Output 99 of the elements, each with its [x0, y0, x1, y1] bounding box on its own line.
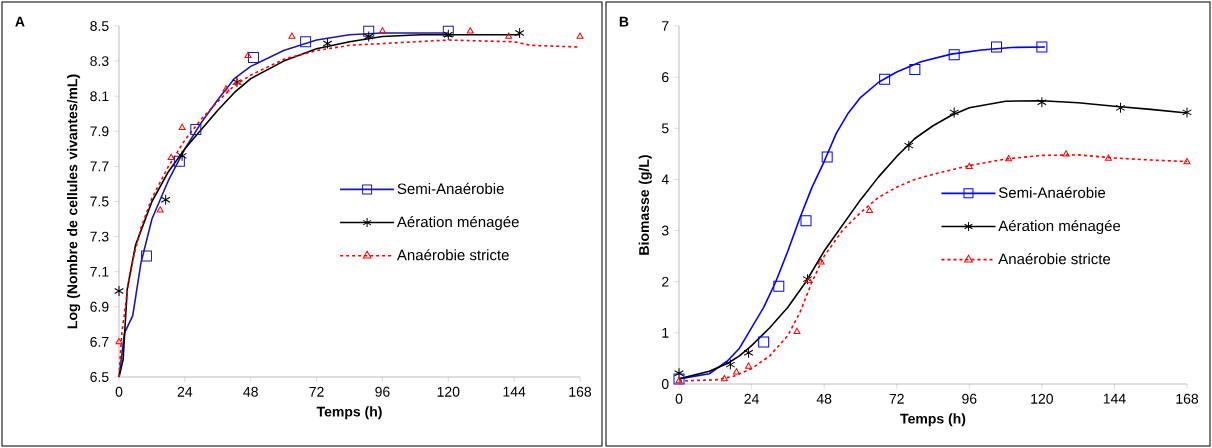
y-tick-label: 7.1 [90, 266, 109, 277]
y-tick-label: 7 [662, 21, 669, 31]
point [363, 25, 375, 37]
legend-label: Semi-Anaérobie [998, 186, 1106, 198]
point [115, 337, 123, 345]
y-tick-label: 7.5 [90, 196, 109, 207]
point [514, 27, 525, 39]
point [909, 63, 921, 75]
y-tick-label: 6 [662, 72, 669, 83]
point [1182, 106, 1192, 118]
y-tick-label: 1 [662, 328, 669, 338]
point [732, 368, 740, 375]
x-tick-label: 168 [1176, 393, 1199, 404]
x-tick-label: 0 [115, 386, 123, 397]
point [903, 140, 914, 152]
legend-label: Anaérobie stricte [396, 249, 509, 261]
point [1005, 154, 1013, 162]
point [442, 25, 454, 37]
point [865, 206, 874, 213]
point [965, 162, 973, 169]
point [793, 327, 801, 335]
point [140, 250, 152, 262]
y-tick-label: 0 [661, 379, 669, 389]
point [1062, 150, 1070, 157]
y-tick-label: 6.9 [90, 301, 109, 312]
x-tick-label: 168 [569, 386, 592, 397]
x-tick-label: 0 [675, 393, 683, 404]
x-axis-title: Temps (h) [316, 406, 382, 420]
y-tick-label: 7.3 [90, 231, 109, 242]
legend-label: Aération ménagée [396, 215, 519, 231]
point [505, 32, 513, 39]
point [443, 29, 454, 41]
legend-label: Anaérobie stricte [998, 253, 1111, 265]
x-tick-label: 120 [1031, 393, 1053, 404]
y-tick-label: 8.1 [90, 91, 109, 102]
point [1104, 154, 1112, 161]
point [991, 41, 1003, 53]
point [247, 52, 259, 64]
legend-label: Aération ménagée [998, 219, 1121, 235]
legend-label: Semi-Anaérobie [397, 182, 504, 195]
y-tick-label: 7.7 [90, 161, 109, 172]
point [300, 36, 312, 48]
x-tick-label: 24 [177, 386, 193, 397]
point [156, 206, 164, 213]
x-tick-label: 48 [243, 386, 258, 397]
point [167, 153, 175, 160]
x-tick-label: 144 [1103, 393, 1126, 404]
y-axis-title: Biomasse (g/L) [638, 155, 652, 255]
point [773, 280, 785, 292]
point [190, 124, 202, 136]
point [1036, 41, 1048, 53]
point [160, 194, 171, 206]
point [800, 215, 812, 227]
point [288, 32, 296, 39]
x-axis-title: Temps (h) [900, 413, 966, 427]
point [745, 362, 753, 369]
x-tick-label: 72 [889, 393, 904, 404]
y-tick-label: 8.5 [90, 21, 109, 31]
point [378, 27, 386, 34]
y-tick-label: 6.7 [90, 336, 109, 347]
y-tick-label: 5 [661, 123, 669, 134]
x-tick-label: 72 [309, 386, 324, 397]
point [576, 32, 584, 39]
x-tick-label: 48 [816, 393, 832, 404]
point [1183, 158, 1191, 165]
point [114, 285, 124, 297]
point [244, 51, 252, 59]
point [758, 336, 770, 348]
point [1037, 96, 1047, 108]
point [322, 38, 333, 50]
point [817, 258, 825, 265]
y-tick-label: 6.5 [90, 372, 109, 382]
point [177, 150, 187, 162]
y-tick-label: 8.3 [90, 56, 109, 67]
y-tick-label: 3 [661, 225, 669, 236]
y-tick-label: 2 [662, 276, 669, 287]
y-axis-title: Log (Nombre de cellules vivantes/mL) [67, 74, 81, 329]
point [466, 27, 474, 34]
point [178, 123, 186, 131]
x-tick-label: 96 [962, 393, 977, 404]
point [821, 151, 833, 163]
x-tick-label: 120 [437, 386, 460, 397]
point [1115, 102, 1126, 114]
point [743, 347, 754, 359]
point [720, 374, 728, 382]
point [222, 85, 230, 92]
y-tick-label: 7.9 [90, 126, 109, 137]
text: B [619, 16, 629, 27]
point [948, 49, 960, 61]
point [363, 31, 374, 43]
x-tick-label: 96 [375, 386, 390, 397]
x-tick-label: 24 [744, 393, 759, 404]
point [725, 359, 736, 371]
point [949, 106, 959, 118]
point [879, 73, 891, 85]
y-tick-label: 4 [661, 174, 669, 185]
x-tick-label: 144 [503, 386, 526, 397]
text: A [15, 16, 25, 27]
point [173, 155, 185, 167]
